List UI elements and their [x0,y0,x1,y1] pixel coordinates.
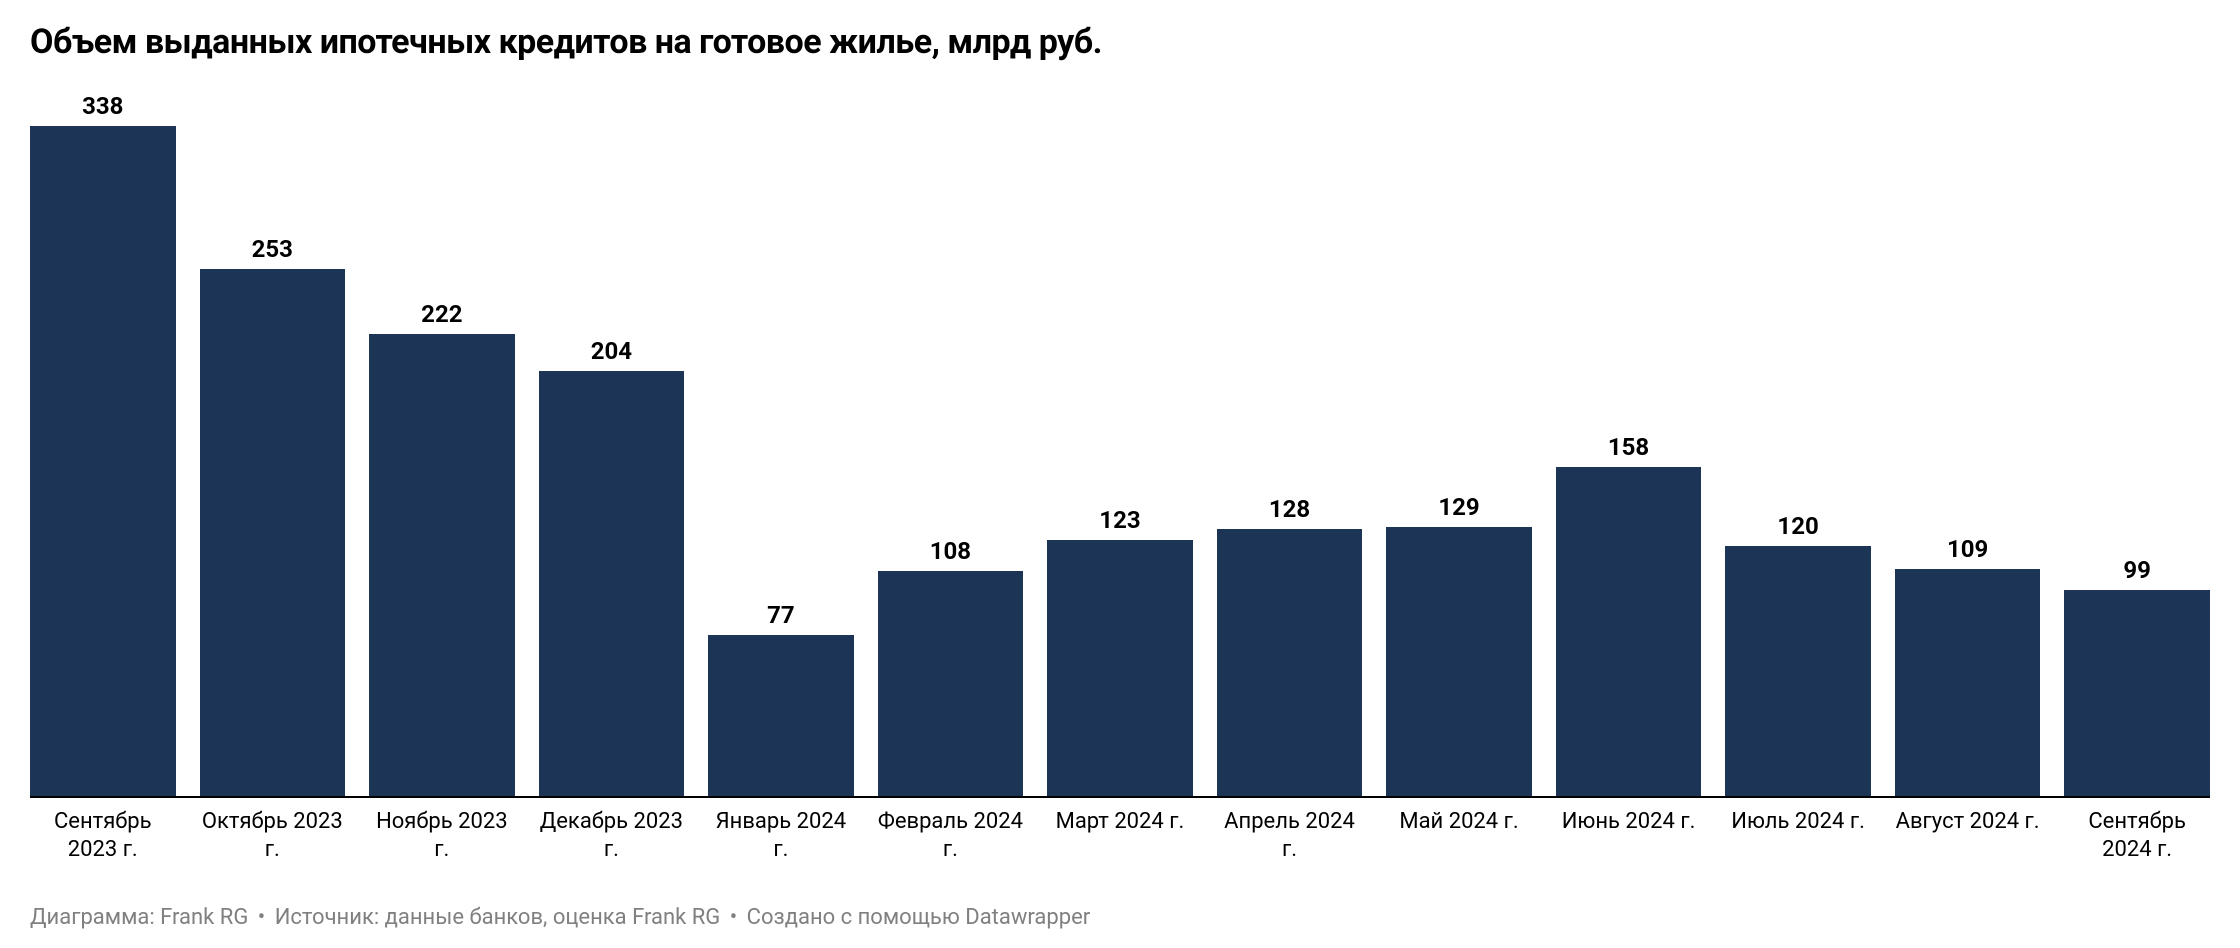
bar-column: 99 [2064,92,2210,796]
bar-value-label: 204 [591,337,632,365]
bar-rect [2064,590,2210,796]
bar-value-label: 253 [252,235,293,263]
x-axis-label: Ноябрь 2023 г. [369,808,515,865]
bar-value-label: 129 [1438,493,1479,521]
x-axis-labels: Сентябрь 2023 г. Октябрь 2023 г. Ноябрь 20… [30,808,2210,865]
x-axis-label: Октябрь 2023 г. [200,808,346,865]
x-axis-label: Август 2024 г. [1895,808,2041,865]
bar-rect [1217,529,1363,796]
bar-value-label: 120 [1777,512,1818,540]
bar-value-label: 77 [767,601,795,629]
bar-rect [708,635,854,795]
footer-attribution: Диаграмма: Frank RG [30,905,248,930]
chart-container: Объем выданных ипотечных кредитов на гот… [0,0,2240,948]
bar-value-label: 128 [1269,495,1310,523]
x-axis-label: Январь 2024 г. [708,808,854,865]
bar-rect [1895,569,2041,796]
bar-column: 204 [539,92,685,796]
bar-column: 108 [878,92,1024,796]
bar-column: 120 [1725,92,1871,796]
x-axis-label: Сентябрь 2024 г. [2064,808,2210,865]
bar-rect [1725,546,1871,796]
bar-value-label: 99 [2123,556,2151,584]
bar-rect [200,269,346,796]
bar-rect [539,371,685,796]
footer-source: Источник: данные банков, оценка Frank RG [275,905,721,930]
x-axis-label: Декабрь 2023 г. [539,808,685,865]
bar-column: 222 [369,92,515,796]
chart-footer: Диаграмма: Frank RG • Источник: данные б… [30,905,2210,948]
footer-tool: Создано с помощью Datawrapper [747,905,1091,930]
bar-value-label: 338 [82,92,123,120]
x-axis-label: Февраль 2024 г. [878,808,1024,865]
footer-sep-2: • [726,905,741,930]
bar-rect [1556,467,1702,796]
bar-column: 128 [1217,92,1363,796]
bar-column: 109 [1895,92,2041,796]
bar-column: 123 [1047,92,1193,796]
bar-value-label: 109 [1947,535,1988,563]
footer-sep-1: • [254,905,269,930]
x-axis-label: Июнь 2024 г. [1556,808,1702,865]
bar-value-label: 222 [421,300,462,328]
bar-rect [878,571,1024,796]
x-axis-label: Апрель 2024 г. [1217,808,1363,865]
bar-column: 129 [1386,92,1532,796]
chart-title: Объем выданных ипотечных кредитов на гот… [30,22,2210,62]
x-axis-label: Сентябрь 2023 г. [30,808,176,865]
x-axis-label: Июль 2024 г. [1725,808,1871,865]
bar-column: 77 [708,92,854,796]
x-axis-label: Март 2024 г. [1047,808,1193,865]
bar-value-label: 158 [1608,433,1649,461]
bar-column: 253 [200,92,346,796]
bar-rect [1047,540,1193,796]
bar-column: 158 [1556,92,1702,796]
bar-rect [1386,527,1532,796]
x-axis-label: Май 2024 г. [1386,808,1532,865]
chart-plot-area: 338 253 222 204 77 108 123 128 129 158 120 109 99 [30,92,2210,798]
bar-column: 338 [30,92,176,796]
bar-rect [30,126,176,796]
bar-rect [369,334,515,796]
bar-value-label: 123 [1099,506,1140,534]
bar-value-label: 108 [930,537,971,565]
